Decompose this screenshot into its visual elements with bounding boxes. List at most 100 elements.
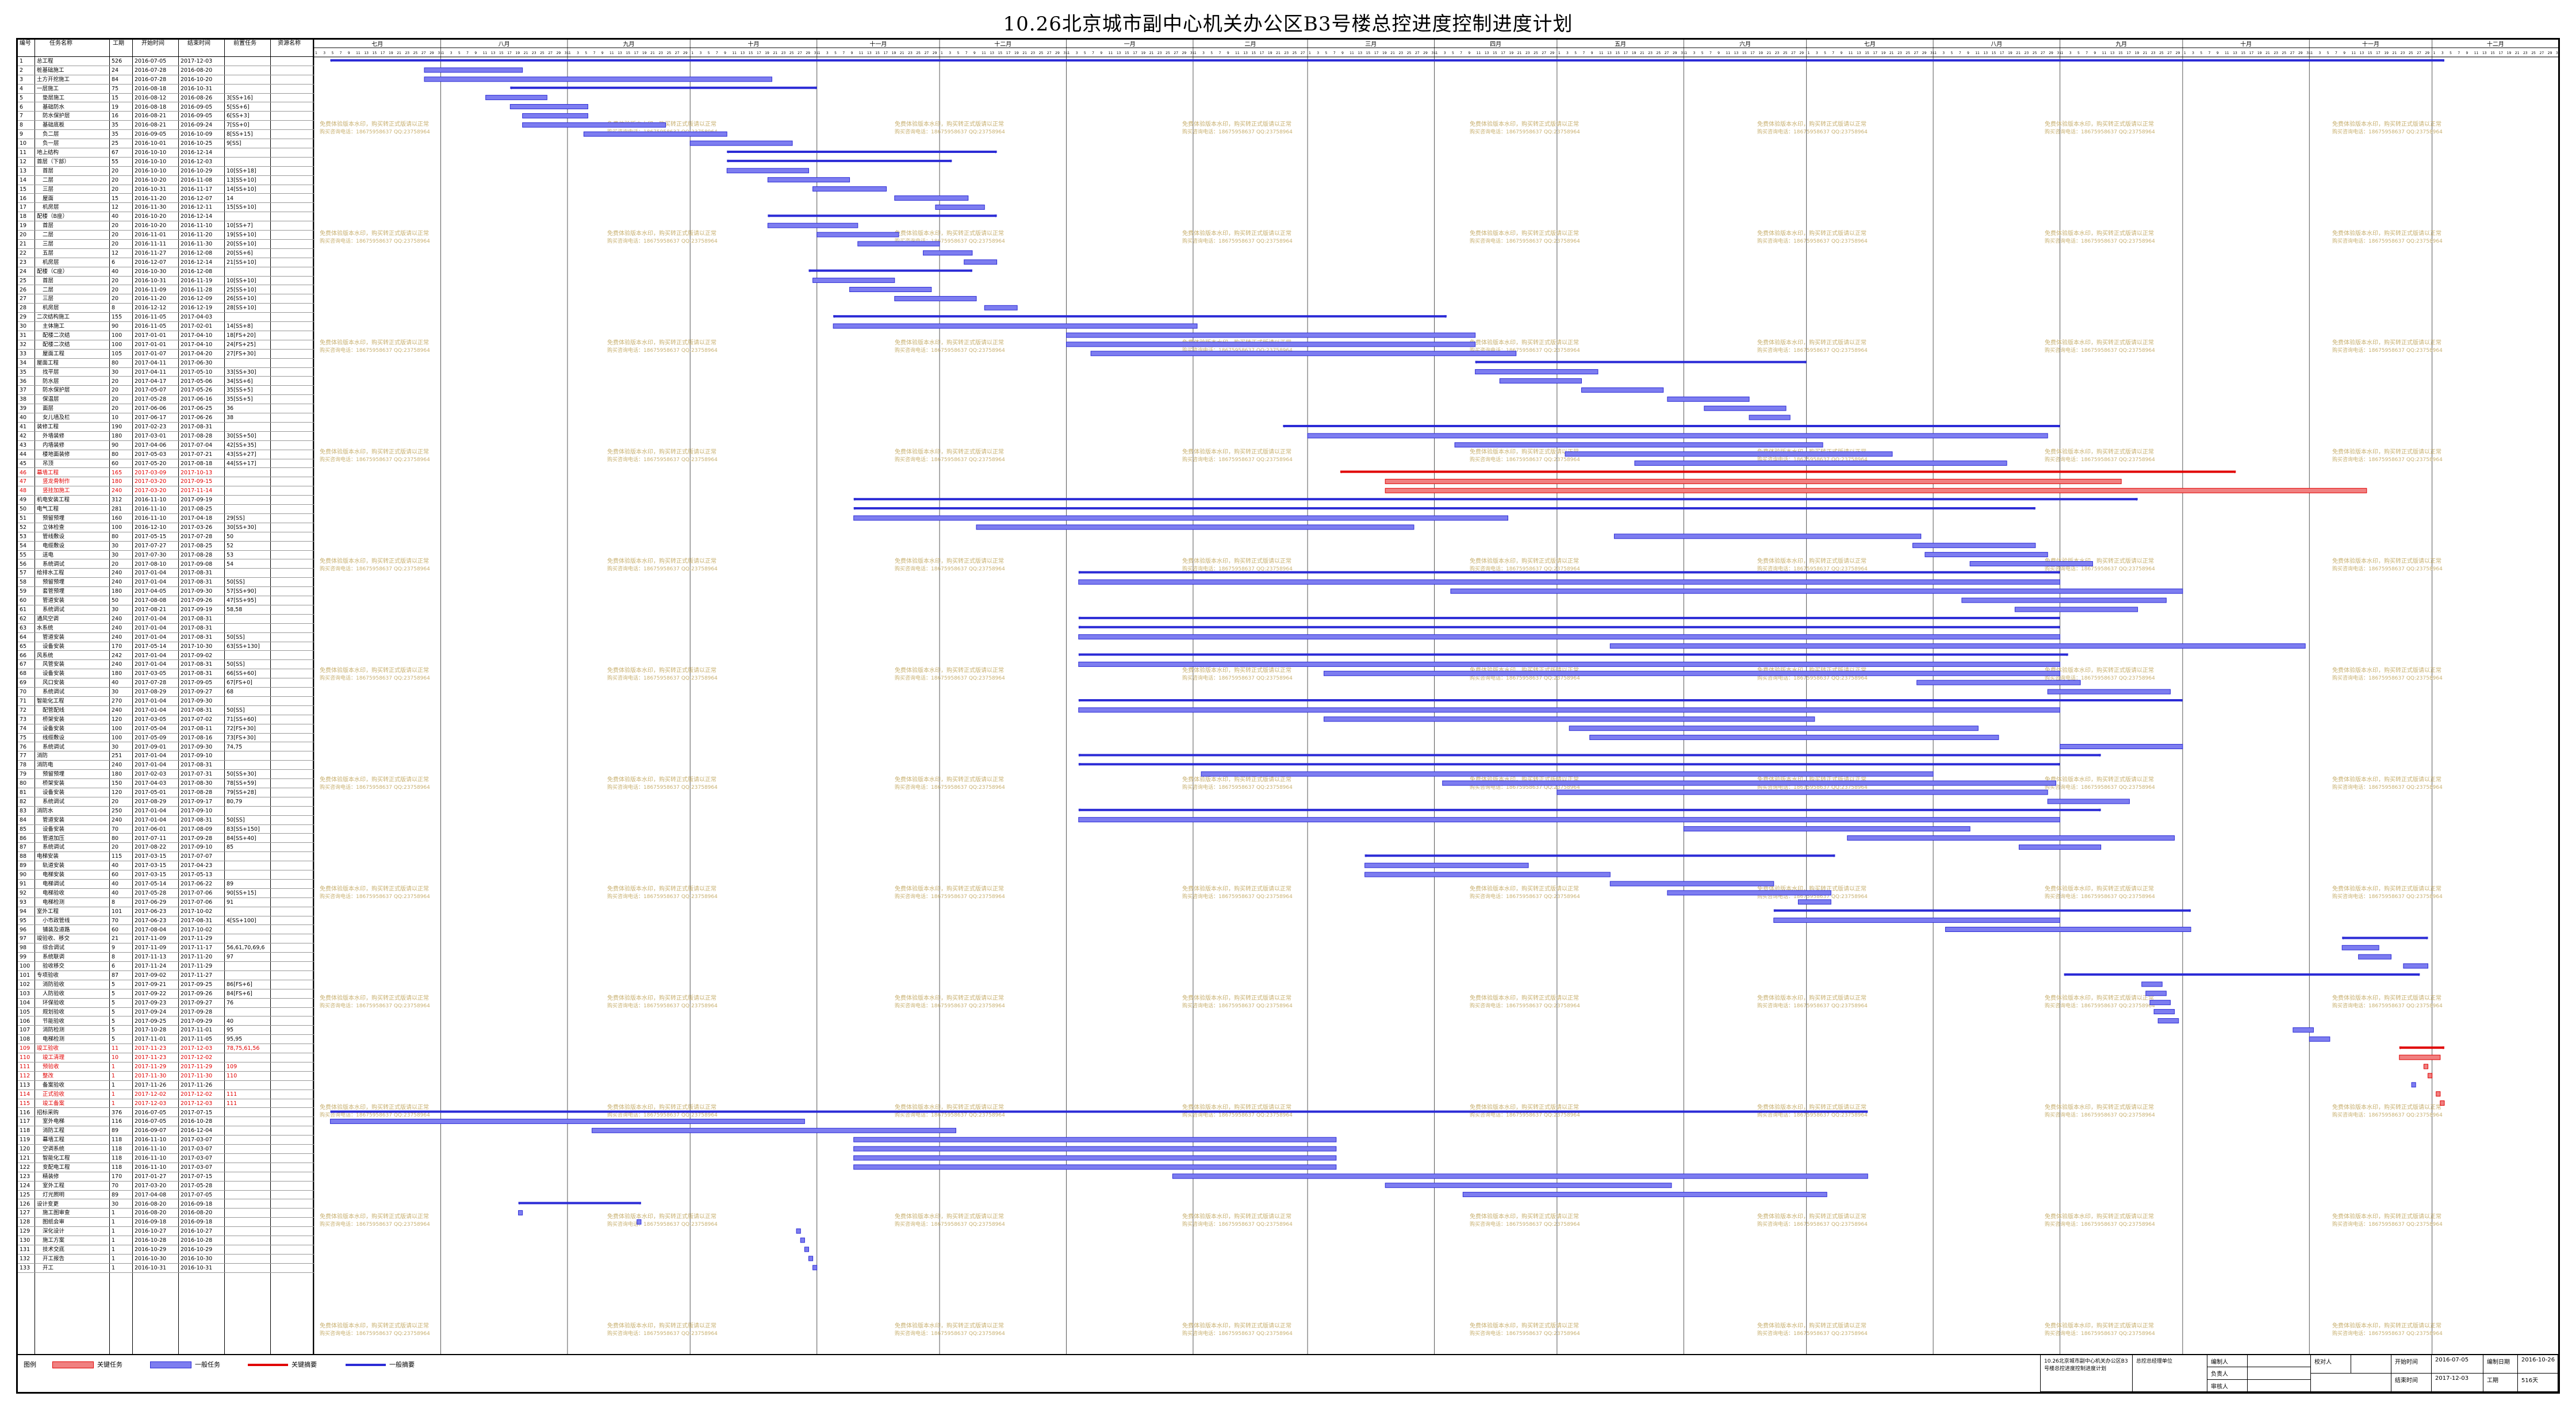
task-row[interactable]: 99 系统联调 8 2017-11-13 2017-11-20 97 — [18, 953, 314, 962]
task-row[interactable]: 14 二层 20 2016-10-20 2016-11-08 13[SS+10] — [18, 176, 314, 185]
task-row[interactable]: 128 图纸会审 1 2016-09-18 2016-09-18 — [18, 1218, 314, 1227]
task-row[interactable]: 125 灯光照明 89 2017-04-08 2017-07-05 — [18, 1191, 314, 1200]
task-row[interactable]: 83 消防水 250 2017-01-04 2017-09-10 — [18, 807, 314, 816]
task-row[interactable]: 118 消防工程 89 2016-09-07 2016-12-04 — [18, 1126, 314, 1136]
task-row[interactable]: 1 总工程 526 2016-07-05 2017-12-03 — [18, 57, 314, 66]
task-row[interactable]: 27 三层 20 2016-11-20 2016-12-09 26[SS+10] — [18, 294, 314, 304]
task-row[interactable]: 120 空调系统 118 2016-11-10 2017-03-07 — [18, 1145, 314, 1154]
task-row[interactable]: 97 竣验收、移交 21 2017-11-09 2017-11-29 — [18, 934, 314, 944]
task-row[interactable]: 5 垫层施工 15 2016-08-12 2016-08-26 3[SS+16] — [18, 94, 314, 103]
task-row[interactable]: 19 首层 20 2016-10-20 2016-11-10 10[SS+7] — [18, 221, 314, 231]
task-row[interactable]: 41 装修工程 190 2017-02-23 2017-08-31 — [18, 423, 314, 432]
task-row[interactable]: 69 风口安装 40 2017-07-28 2017-09-05 67[FS+0] — [18, 678, 314, 688]
task-row[interactable]: 114 正式验收 1 2017-12-02 2017-12-02 111 — [18, 1090, 314, 1099]
task-row[interactable]: 39 面层 20 2017-06-06 2017-06-25 36 — [18, 404, 314, 414]
task-row[interactable]: 119 幕墙工程 118 2016-11-10 2017-03-07 — [18, 1136, 314, 1145]
task-row[interactable]: 107 消防检测 5 2017-10-28 2017-11-01 95 — [18, 1026, 314, 1035]
task-row[interactable]: 79 预留预埋 180 2017-02-03 2017-07-31 50[SS+30] — [18, 770, 314, 780]
task-row[interactable]: 65 设备安装 170 2017-05-14 2017-10-30 63[SS+130] — [18, 642, 314, 651]
task-row[interactable]: 15 三层 20 2016-10-31 2016-11-17 14[SS+10] — [18, 185, 314, 194]
task-row[interactable]: 53 管线敷设 80 2017-05-15 2017-07-28 50 — [18, 532, 314, 542]
task-row[interactable]: 122 变配电工程 118 2016-11-10 2017-03-07 — [18, 1163, 314, 1172]
task-row[interactable]: 13 首层 20 2016-10-10 2016-10-29 10[SS+18] — [18, 167, 314, 176]
task-row[interactable]: 40 女儿墙及栏 10 2017-06-17 2017-06-26 38 — [18, 413, 314, 423]
task-row[interactable]: 86 管道加压 80 2017-07-11 2017-09-28 84[SS+40] — [18, 834, 314, 843]
task-row[interactable]: 49 机电安装工程 312 2016-11-10 2017-09-19 — [18, 496, 314, 505]
task-row[interactable]: 42 外墙装修 180 2017-03-01 2017-08-28 30[SS+50] — [18, 432, 314, 441]
task-row[interactable]: 26 二层 20 2016-11-09 2016-11-28 25[SS+10] — [18, 286, 314, 295]
task-row[interactable]: 108 电梯检测 5 2017-11-01 2017-11-05 95,95 — [18, 1035, 314, 1045]
task-row[interactable]: 44 楼地面装修 80 2017-05-03 2017-07-21 43[SS+27] — [18, 450, 314, 459]
task-row[interactable]: 68 设备安装 180 2017-03-05 2017-08-31 66[SS+60] — [18, 669, 314, 679]
task-row[interactable]: 45 吊顶 60 2017-05-20 2017-08-18 44[SS+17] — [18, 459, 314, 469]
task-row[interactable]: 90 电梯安装 60 2017-03-15 2017-05-13 — [18, 870, 314, 880]
task-row[interactable]: 63 水系统 240 2017-01-04 2017-08-31 — [18, 624, 314, 633]
task-row[interactable]: 58 预留预埋 240 2017-01-04 2017-08-31 50[SS] — [18, 578, 314, 588]
task-row[interactable]: 52 立体检查 100 2016-12-10 2017-03-26 30[SS+30] — [18, 523, 314, 532]
task-row[interactable]: 112 整改 1 2017-11-30 2017-11-30 110 — [18, 1072, 314, 1081]
task-row[interactable]: 25 首层 20 2016-10-31 2016-11-19 10[SS+10] — [18, 277, 314, 286]
task-row[interactable]: 131 技术交底 1 2016-10-29 2016-10-29 — [18, 1245, 314, 1255]
task-row[interactable]: 115 竣工备案 1 2017-12-03 2017-12-03 111 — [18, 1099, 314, 1108]
task-row[interactable]: 64 管道安装 240 2017-01-04 2017-08-31 50[SS] — [18, 633, 314, 642]
task-row[interactable]: 17 机房层 12 2016-11-30 2016-12-11 15[SS+10] — [18, 203, 314, 213]
task-row[interactable]: 110 竣工清理 10 2017-11-23 2017-12-02 — [18, 1053, 314, 1062]
task-row[interactable]: 109 竣工验收 11 2017-11-23 2017-12-03 78,75,61,56 — [18, 1044, 314, 1054]
task-row[interactable]: 116 招标采购 376 2016-07-05 2017-07-15 — [18, 1108, 314, 1118]
task-row[interactable]: 30 主体施工 90 2016-11-05 2017-02-01 14[SS+8] — [18, 322, 314, 331]
task-row[interactable]: 82 系统调试 20 2017-08-29 2017-09-17 80,79 — [18, 797, 314, 807]
task-row[interactable]: 71 智能化工程 270 2017-01-04 2017-09-30 — [18, 697, 314, 706]
task-row[interactable]: 113 备案验收 1 2017-11-26 2017-11-26 — [18, 1081, 314, 1090]
task-row[interactable]: 78 消防电 240 2017-01-04 2017-08-31 — [18, 761, 314, 770]
task-row[interactable]: 92 电梯验收 40 2017-05-28 2017-07-06 90[SS+15] — [18, 889, 314, 898]
task-row[interactable]: 11 地上结构 67 2016-10-10 2016-12-14 — [18, 148, 314, 158]
task-row[interactable]: 93 电梯检测 8 2017-06-29 2017-07-06 91 — [18, 898, 314, 907]
task-row[interactable]: 132 开工报告 1 2016-10-30 2016-10-30 — [18, 1255, 314, 1264]
task-row[interactable]: 2 桩基础施工 24 2016-07-28 2016-08-20 — [18, 66, 314, 75]
task-row[interactable]: 12 首层（下部） 55 2016-10-10 2016-12-03 — [18, 158, 314, 167]
task-row[interactable]: 51 预留预埋 160 2016-11-10 2017-04-18 29[SS] — [18, 514, 314, 523]
task-row[interactable]: 73 桥架安装 120 2017-03-05 2017-07-02 71[SS+60] — [18, 715, 314, 724]
task-row[interactable]: 8 基础底板 35 2016-08-21 2016-09-24 7[SS+0] — [18, 121, 314, 131]
task-row[interactable]: 105 规划验收 5 2017-09-24 2017-09-28 — [18, 1008, 314, 1017]
task-row[interactable]: 126 设计变更 30 2016-08-20 2016-09-18 — [18, 1200, 314, 1209]
task-row[interactable]: 32 配楼二次结 100 2017-01-01 2017-04-10 24[FS+25] — [18, 340, 314, 350]
task-row[interactable]: 124 室外工程 70 2017-03-20 2017-05-28 — [18, 1181, 314, 1191]
task-row[interactable]: 106 节能验收 5 2017-09-25 2017-09-29 40 — [18, 1017, 314, 1026]
task-row[interactable]: 123 精装修 170 2017-01-27 2017-07-15 — [18, 1172, 314, 1181]
task-row[interactable]: 3 土方开挖施工 84 2016-07-28 2016-10-20 — [18, 75, 314, 85]
task-row[interactable]: 23 机房层 6 2016-12-07 2016-12-14 21[SS+10] — [18, 258, 314, 267]
task-row[interactable]: 91 电梯调试 40 2017-05-14 2017-06-22 89 — [18, 880, 314, 889]
task-row[interactable]: 33 屋面工程 105 2017-01-07 2017-04-20 27[FS+30] — [18, 350, 314, 359]
task-row[interactable]: 89 轨道安装 40 2017-03-15 2017-04-23 — [18, 861, 314, 871]
task-row[interactable]: 54 电缆敷设 30 2017-07-27 2017-08-25 52 — [18, 542, 314, 551]
task-row[interactable]: 55 送电 30 2017-07-30 2017-08-28 53 — [18, 551, 314, 560]
task-row[interactable]: 88 电梯安装 115 2017-03-15 2017-07-07 — [18, 852, 314, 862]
task-row[interactable]: 75 线缆敷设 100 2017-05-09 2017-08-16 73[FS+30] — [18, 734, 314, 743]
task-row[interactable]: 130 施工方案 1 2016-10-28 2016-10-28 — [18, 1236, 314, 1245]
task-row[interactable]: 9 负二层 35 2016-09-05 2016-10-09 8[SS+15] — [18, 130, 314, 140]
task-row[interactable]: 34 屋面工程 80 2017-04-11 2017-06-30 — [18, 359, 314, 368]
task-row[interactable]: 20 二层 20 2016-11-01 2016-11-20 19[SS+10] — [18, 231, 314, 240]
task-row[interactable]: 47 竖龙骨制作 180 2017-03-20 2017-09-15 — [18, 477, 314, 487]
task-row[interactable]: 18 配楼（B座） 40 2016-10-20 2016-12-14 — [18, 212, 314, 222]
task-row[interactable]: 7 防水保护层 16 2016-08-21 2016-09-05 6[SS+3] — [18, 112, 314, 121]
task-row[interactable]: 38 保温层 20 2017-05-28 2017-06-16 35[SS+5] — [18, 395, 314, 405]
task-row[interactable]: 133 开工 1 2016-10-31 2016-10-31 — [18, 1264, 314, 1273]
task-row[interactable]: 28 机房层 8 2016-12-12 2016-12-19 28[SS+10] — [18, 304, 314, 313]
task-row[interactable]: 100 验收移交 6 2017-11-24 2017-11-29 — [18, 962, 314, 971]
task-row[interactable]: 98 综合调试 9 2017-11-09 2017-11-17 56,61,70,69,6 — [18, 943, 314, 953]
task-row[interactable]: 21 三层 20 2016-11-11 2016-11-30 20[SS+10] — [18, 240, 314, 249]
task-row[interactable]: 101 专项验收 87 2017-09-02 2017-11-27 — [18, 971, 314, 980]
task-row[interactable]: 77 消防 251 2017-01-04 2017-09-10 — [18, 751, 314, 761]
task-row[interactable]: 76 系统调试 30 2017-09-01 2017-09-30 74,75 — [18, 743, 314, 752]
task-row[interactable]: 24 配楼（C座） 40 2016-10-30 2016-12-08 — [18, 267, 314, 277]
task-row[interactable]: 85 设备安装 70 2017-06-01 2017-08-09 83[SS+150] — [18, 825, 314, 834]
task-row[interactable]: 72 配管配线 240 2017-01-04 2017-08-31 50[SS] — [18, 706, 314, 715]
task-row[interactable]: 129 深化设计 1 2016-10-27 2016-10-27 — [18, 1227, 314, 1237]
task-row[interactable]: 74 设备安装 100 2017-05-04 2017-08-11 72[FS+30] — [18, 724, 314, 734]
task-row[interactable]: 36 防水层 20 2017-04-17 2017-05-06 34[SS+6] — [18, 377, 314, 386]
task-row[interactable]: 4 一层施工 75 2016-08-18 2016-10-31 — [18, 85, 314, 94]
task-row[interactable]: 102 消防验收 5 2017-09-21 2017-09-25 86[FS+6] — [18, 980, 314, 989]
task-row[interactable]: 104 环保验收 5 2017-09-23 2017-09-27 76 — [18, 999, 314, 1008]
